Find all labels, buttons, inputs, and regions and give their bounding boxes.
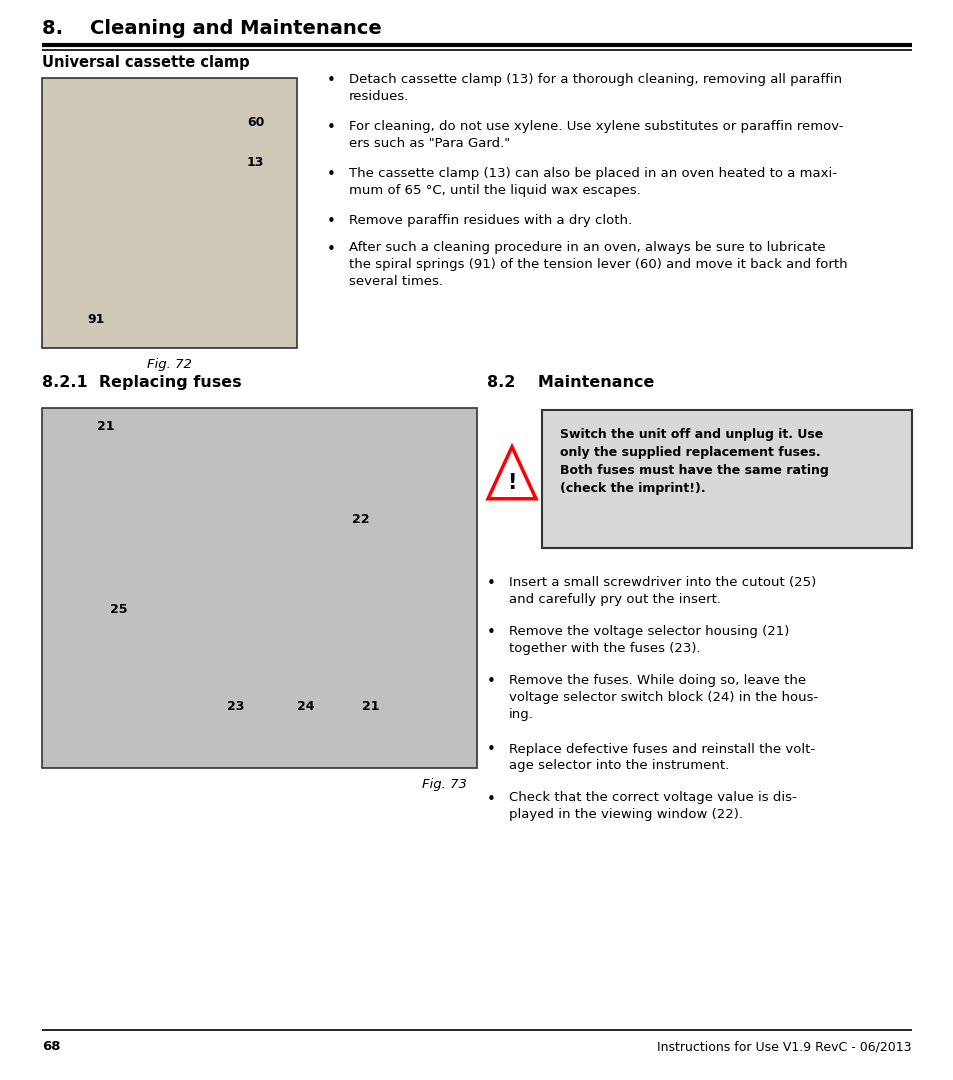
Text: 13: 13 [247,157,264,170]
Text: Remove paraffin residues with a dry cloth.: Remove paraffin residues with a dry clot… [349,214,632,227]
Text: 23: 23 [227,700,244,713]
Text: •: • [486,576,496,591]
Text: Replace defective fuses and reinstall the volt-
age selector into the instrument: Replace defective fuses and reinstall th… [509,743,814,772]
Text: •: • [486,792,496,807]
Text: 8.2.1  Replacing fuses: 8.2.1 Replacing fuses [42,375,241,390]
Text: •: • [486,625,496,640]
Text: Fig. 73: Fig. 73 [421,778,467,791]
Polygon shape [488,447,536,499]
Text: •: • [327,214,335,229]
Text: Check that the correct voltage value is dis-
played in the viewing window (22).: Check that the correct voltage value is … [509,792,796,821]
Text: 8.2    Maintenance: 8.2 Maintenance [486,375,654,390]
FancyBboxPatch shape [42,408,477,768]
FancyBboxPatch shape [541,410,911,548]
Text: Instructions for Use V1.9 RevC - 06/2013: Instructions for Use V1.9 RevC - 06/2013 [657,1040,911,1053]
Text: Switch the unit off and unplug it. Use
only the supplied replacement fuses.
Both: Switch the unit off and unplug it. Use o… [559,428,828,495]
Text: !: ! [507,473,517,492]
Text: 91: 91 [87,313,104,326]
Text: After such a cleaning procedure in an oven, always be sure to lubricate
the spir: After such a cleaning procedure in an ov… [349,242,846,288]
Text: 21: 21 [361,700,379,713]
Text: •: • [486,743,496,757]
Text: Remove the voltage selector housing (21)
together with the fuses (23).: Remove the voltage selector housing (21)… [509,625,788,654]
Text: •: • [486,674,496,689]
Text: 21: 21 [97,420,114,433]
Text: The cassette clamp (13) can also be placed in an oven heated to a maxi-
mum of 6: The cassette clamp (13) can also be plac… [349,167,836,197]
Text: 68: 68 [42,1040,60,1053]
Text: For cleaning, do not use xylene. Use xylene substitutes or paraffin remov-
ers s: For cleaning, do not use xylene. Use xyl… [349,120,842,150]
Text: Remove the fuses. While doing so, leave the
voltage selector switch block (24) i: Remove the fuses. While doing so, leave … [509,674,818,720]
Text: Insert a small screwdriver into the cutout (25)
and carefully pry out the insert: Insert a small screwdriver into the cuto… [509,576,816,606]
FancyBboxPatch shape [42,78,296,348]
Text: 8.    Cleaning and Maintenance: 8. Cleaning and Maintenance [42,19,381,38]
Text: 22: 22 [352,513,369,526]
Text: Detach cassette clamp (13) for a thorough cleaning, removing all paraffin
residu: Detach cassette clamp (13) for a thoroug… [349,73,841,103]
Text: •: • [327,120,335,135]
Text: •: • [327,242,335,256]
Text: 24: 24 [296,700,314,713]
Text: 25: 25 [110,603,128,616]
Text: Fig. 72: Fig. 72 [147,357,192,372]
Text: 60: 60 [247,117,264,130]
Text: •: • [327,73,335,87]
Text: Universal cassette clamp: Universal cassette clamp [42,55,250,70]
Text: •: • [327,167,335,183]
